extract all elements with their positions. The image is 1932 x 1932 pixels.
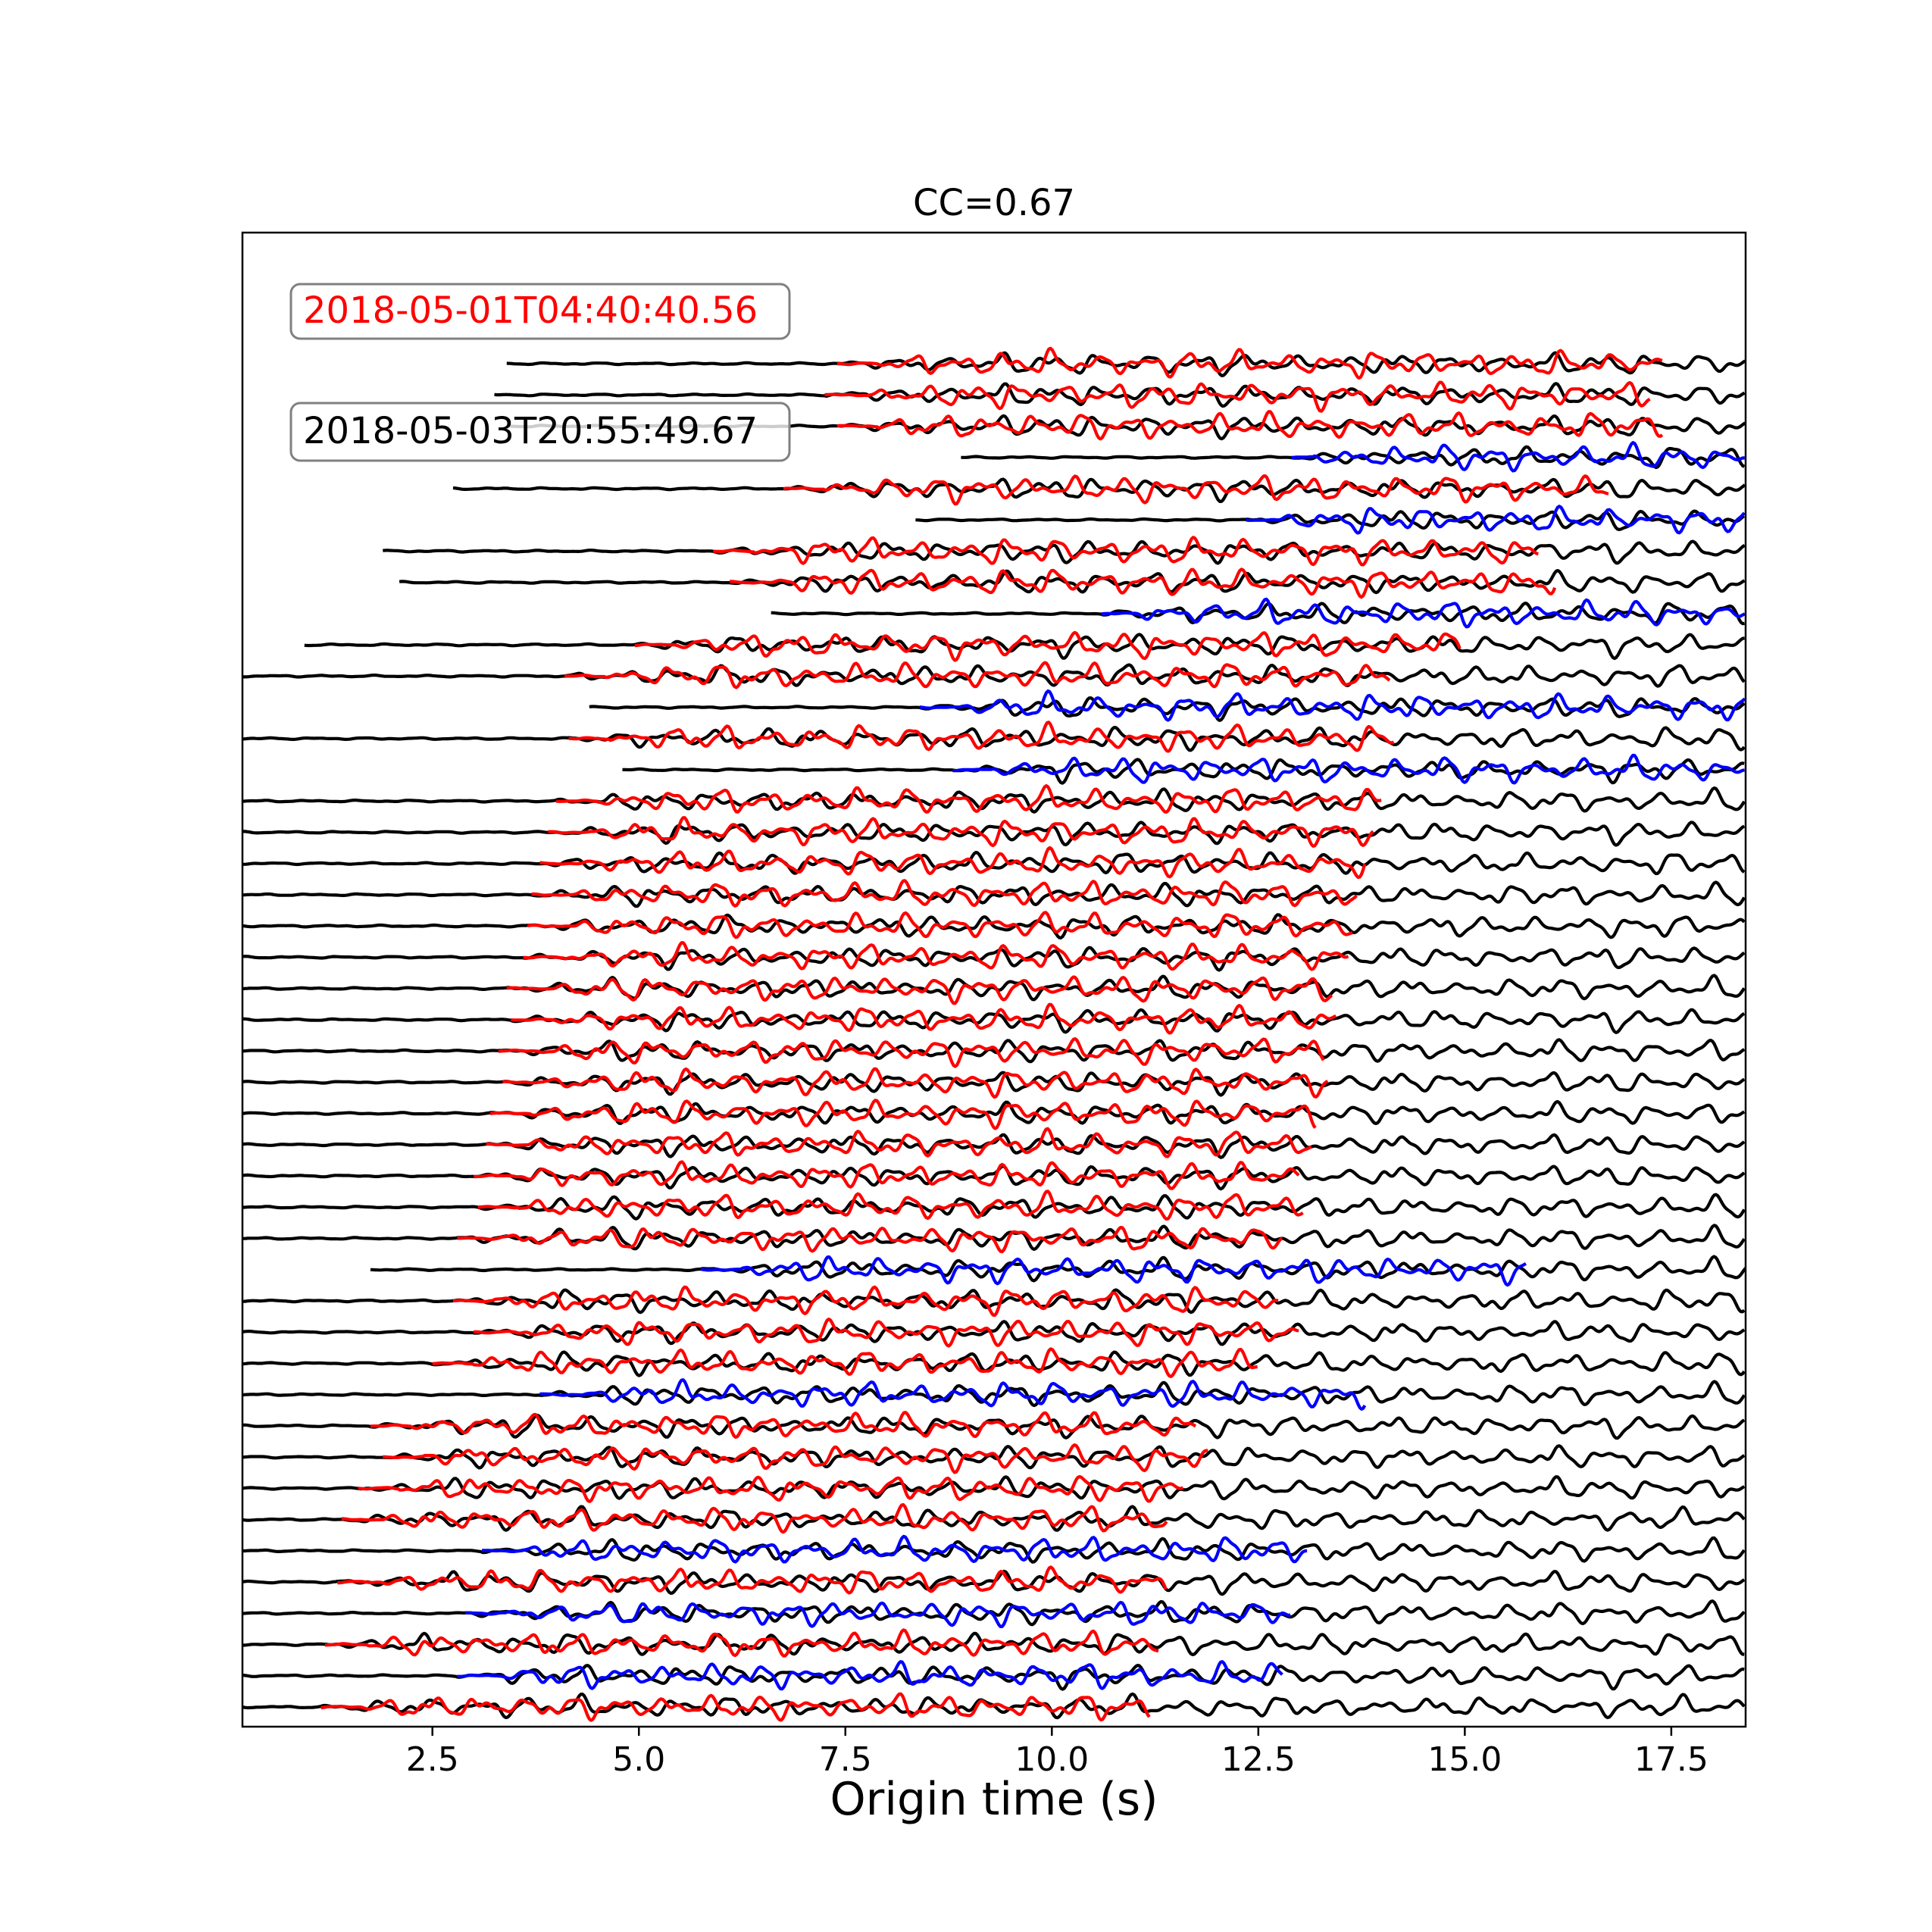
reference-trace	[242, 663, 1746, 688]
template-trace	[358, 1474, 1184, 1503]
chart-title: CC=0.67	[913, 182, 1075, 224]
template-trace	[486, 1127, 1312, 1158]
annotation-red-text: 2018-05-01T04:40:40.56	[303, 289, 758, 332]
annotation-black-text: 2018-05-03T20:55:49.67	[303, 410, 758, 452]
reference-trace	[242, 1475, 1746, 1501]
alternate-trace	[1246, 505, 1746, 535]
annotation-box-black: 2018-05-03T20:55:49.67	[289, 402, 791, 462]
template-trace	[548, 816, 1374, 848]
template-trace	[634, 630, 1462, 662]
reference-trace	[242, 851, 1746, 876]
template-trace	[489, 1099, 1317, 1130]
template-trace	[783, 474, 1609, 506]
template-trace	[564, 661, 1391, 689]
alternate-trace	[1101, 597, 1746, 629]
reference-trace	[242, 1008, 1746, 1034]
template-trace	[523, 941, 1349, 971]
template-trace	[836, 346, 1663, 380]
x-axis: 2.5 5.0 7.5 10.0 12.5 15.0 17.5	[406, 1727, 1708, 1779]
alternate-trace	[465, 1600, 1291, 1628]
x-tick-label: 5.0	[612, 1740, 665, 1779]
reference-trace	[242, 880, 1746, 908]
template-trace	[531, 879, 1358, 908]
template-trace	[498, 1037, 1325, 1068]
reference-trace	[242, 726, 1746, 752]
template-trace	[474, 1318, 1299, 1348]
reference-trace	[242, 786, 1746, 814]
template-trace	[824, 380, 1651, 413]
template-trace	[320, 1692, 1151, 1722]
template-trace	[474, 1160, 1300, 1190]
annotation-black-frame	[289, 402, 791, 462]
template-trace	[341, 1503, 1168, 1534]
x-tick-label: 17.5	[1634, 1740, 1708, 1779]
template-trace	[511, 1002, 1337, 1035]
x-tick-label: 2.5	[406, 1740, 459, 1779]
template-trace	[527, 911, 1353, 939]
alternate-trace	[457, 1660, 1283, 1691]
x-axis-label: Origin time (s)	[830, 1773, 1158, 1826]
reference-trace	[304, 633, 1745, 661]
reference-trace	[242, 946, 1746, 972]
reference-trace	[242, 1380, 1746, 1408]
reference-trace	[589, 696, 1746, 722]
x-tick-label: 7.5	[819, 1740, 872, 1779]
x-tick-label: 15.0	[1427, 1740, 1502, 1779]
trace-overlay-group	[824, 346, 1664, 441]
template-trace	[452, 1285, 1279, 1318]
template-trace	[457, 1226, 1283, 1254]
reference-trace	[242, 913, 1746, 939]
x-tick-label: 10.0	[1014, 1740, 1089, 1779]
reference-trace	[399, 569, 1746, 595]
x-tick-label: 12.5	[1221, 1740, 1296, 1779]
template-trace	[568, 721, 1395, 753]
reference-trace	[242, 821, 1746, 847]
template-trace	[502, 1067, 1329, 1099]
alternate-trace	[482, 1534, 1308, 1564]
template-trace	[477, 1190, 1304, 1221]
template-trace	[556, 784, 1382, 814]
template-trace	[730, 567, 1557, 599]
reference-trace	[242, 1038, 1746, 1064]
alternate-trace	[919, 689, 1746, 722]
reference-trace	[370, 1255, 1746, 1283]
template-trace	[370, 1411, 1197, 1439]
reference-trace	[242, 1631, 1745, 1656]
template-trace	[432, 1347, 1258, 1378]
template-trace	[506, 975, 1333, 1005]
alternate-trace	[1291, 441, 1745, 473]
annotation-red-frame	[289, 283, 791, 340]
template-trace	[836, 410, 1664, 441]
alternate-trace	[952, 753, 1745, 785]
reference-trace	[242, 1288, 1746, 1315]
plot-frame	[241, 231, 1747, 1728]
template-trace	[383, 1443, 1208, 1474]
template-trace	[539, 846, 1367, 880]
annotation-box-red: 2018-05-01T04:40:40.56	[289, 283, 791, 340]
reference-trace	[452, 477, 1746, 503]
template-trace	[324, 1628, 1159, 1658]
template-trace	[713, 536, 1539, 567]
reference-trace	[242, 1071, 1746, 1097]
reference-trace	[383, 539, 1746, 565]
alternate-trace	[700, 1255, 1527, 1287]
alternate-trace	[539, 1378, 1367, 1411]
reference-trace	[242, 1444, 1746, 1470]
template-trace	[337, 1565, 1168, 1595]
reference-trace	[494, 382, 1746, 408]
